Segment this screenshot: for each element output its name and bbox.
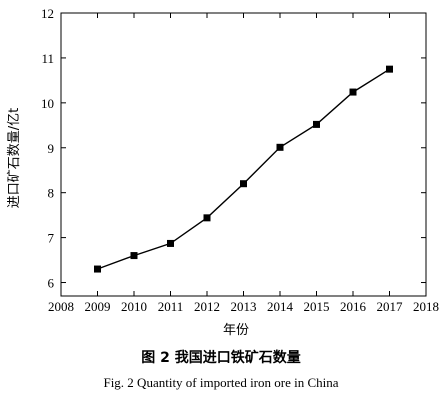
y-tick-label-12: 12: [41, 6, 54, 21]
x-tick-label-2013: 2013: [231, 299, 257, 314]
figure-caption-chinese: 图 2 我国进口铁矿石数量: [141, 350, 301, 366]
y-tick-label-7: 7: [48, 231, 55, 246]
y-tick-label-8: 8: [48, 186, 55, 201]
y-axis-ticks: 6 7 8 9 10 11 12: [41, 6, 426, 291]
x-tick-label-2010: 2010: [121, 299, 147, 314]
x-axis-title: 年份: [223, 323, 249, 338]
y-tick-label-6: 6: [48, 276, 55, 291]
x-tick-label-2014: 2014: [267, 299, 294, 314]
x-tick-label-2011: 2011: [158, 299, 184, 314]
data-point-2014: [276, 143, 284, 151]
data-point-2011: [167, 239, 174, 247]
x-tick-label-2015: 2015: [304, 299, 330, 314]
x-tick-label-2017: 2017: [377, 299, 404, 314]
y-tick-label-10: 10: [41, 96, 54, 111]
data-point-2016: [349, 88, 357, 96]
x-tick-label-2018: 2018: [413, 299, 439, 314]
series-group: [94, 65, 393, 273]
data-point-2012: [203, 214, 211, 222]
series-line-0: [97, 68, 390, 270]
data-point-2017: [386, 65, 393, 73]
x-tick-label-2012: 2012: [194, 299, 220, 314]
data-point-2015: [313, 120, 320, 128]
x-tick-label-2016: 2016: [340, 299, 367, 314]
y-tick-label-11: 11: [41, 51, 54, 66]
x-tick-label-2009: 2009: [85, 299, 111, 314]
figure-caption-english: Fig. 2 Quantity of imported iron ore in …: [103, 375, 339, 390]
y-tick-label-9: 9: [48, 141, 55, 156]
plot-frame: [60, 12, 427, 297]
y-axis-title: 进口矿石数量/亿t: [7, 108, 22, 208]
plot-border: [60, 12, 427, 297]
x-tick-label-2008: 2008: [48, 299, 74, 314]
data-point-2010: [130, 252, 138, 260]
data-point-2013: [240, 180, 247, 188]
x-axis-ticks: 2008 2009 2010 2011 2012 2013 2014 2015 2016 2017…: [48, 13, 439, 314]
data-point-2009: [94, 265, 101, 273]
